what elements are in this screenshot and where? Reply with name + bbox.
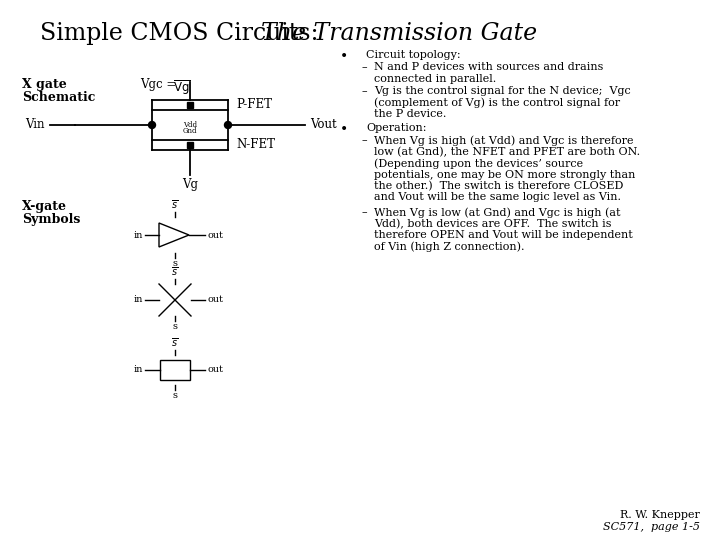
Text: When Vg is low (at Gnd) and Vgc is high (at: When Vg is low (at Gnd) and Vgc is high … — [374, 207, 621, 218]
Text: in: in — [134, 295, 143, 305]
Text: of Vin (high Z connection).: of Vin (high Z connection). — [374, 241, 524, 252]
Text: –: – — [362, 86, 368, 96]
Text: X gate: X gate — [22, 78, 67, 91]
Text: SC571,  page 1-5: SC571, page 1-5 — [603, 522, 700, 532]
Text: low (at Gnd), the NFET and PFET are both ON.: low (at Gnd), the NFET and PFET are both… — [374, 146, 640, 157]
Bar — [187, 142, 193, 148]
Text: and Vout will be the same logic level as Vin.: and Vout will be the same logic level as… — [374, 192, 621, 202]
Text: –: – — [362, 62, 368, 72]
Text: •: • — [340, 123, 348, 137]
Text: •: • — [340, 50, 348, 64]
Text: When Vg is high (at Vdd) and Vgc is therefore: When Vg is high (at Vdd) and Vgc is ther… — [374, 135, 634, 146]
Bar — [160, 360, 190, 380]
Text: Vdd: Vdd — [183, 121, 197, 129]
Text: Operation:: Operation: — [366, 123, 426, 133]
Text: s: s — [173, 259, 178, 268]
Text: N and P devices with sources and drains: N and P devices with sources and drains — [374, 62, 603, 72]
Text: Symbols: Symbols — [22, 213, 81, 226]
Text: s: s — [173, 322, 178, 331]
Text: the other.)  The switch is therefore CLOSED: the other.) The switch is therefore CLOS… — [374, 181, 624, 191]
Text: The Transmission Gate: The Transmission Gate — [246, 22, 537, 45]
Text: N-FET: N-FET — [236, 138, 275, 151]
Text: Vgc =: Vgc = — [140, 78, 180, 91]
Text: Simple CMOS Circuits:: Simple CMOS Circuits: — [40, 22, 318, 45]
Text: Vout: Vout — [310, 118, 337, 131]
Text: out: out — [207, 366, 223, 375]
Text: $\overline{\rm Vg}$: $\overline{\rm Vg}$ — [173, 78, 191, 97]
Text: in: in — [134, 366, 143, 375]
Text: potentials, one may be ON more strongly than: potentials, one may be ON more strongly … — [374, 170, 635, 179]
Text: Schematic: Schematic — [22, 91, 95, 104]
Text: $\overline{s}$: $\overline{s}$ — [171, 336, 179, 349]
Text: Vin: Vin — [25, 118, 45, 131]
Text: Vg is the control signal for the N device;  Vgc: Vg is the control signal for the N devic… — [374, 86, 631, 96]
Circle shape — [225, 122, 232, 129]
Text: X-gate: X-gate — [22, 200, 67, 213]
Text: $\overline{s}$: $\overline{s}$ — [171, 265, 179, 278]
Text: –: – — [362, 207, 368, 217]
Text: therefore OPEN and Vout will be independent: therefore OPEN and Vout will be independ… — [374, 230, 633, 240]
Text: in: in — [134, 231, 143, 240]
Text: s: s — [173, 391, 178, 400]
Text: out: out — [207, 231, 223, 240]
Text: P-FET: P-FET — [236, 98, 272, 111]
Text: Gnd: Gnd — [183, 127, 197, 135]
Text: $\overline{s}$: $\overline{s}$ — [171, 198, 179, 211]
Circle shape — [148, 122, 156, 129]
Text: out: out — [207, 295, 223, 305]
Text: R. W. Knepper: R. W. Knepper — [620, 510, 700, 520]
Text: Vg: Vg — [182, 178, 198, 191]
Text: Circuit topology:: Circuit topology: — [366, 50, 461, 60]
Bar — [187, 102, 193, 108]
Text: Vdd), both devices are OFF.  The switch is: Vdd), both devices are OFF. The switch i… — [374, 219, 611, 229]
Text: (complement of Vg) is the control signal for: (complement of Vg) is the control signal… — [374, 98, 620, 108]
Text: (Depending upon the devices’ source: (Depending upon the devices’ source — [374, 158, 583, 168]
Text: –: – — [362, 135, 368, 145]
Text: connected in parallel.: connected in parallel. — [374, 73, 496, 84]
Text: the P device.: the P device. — [374, 109, 446, 119]
